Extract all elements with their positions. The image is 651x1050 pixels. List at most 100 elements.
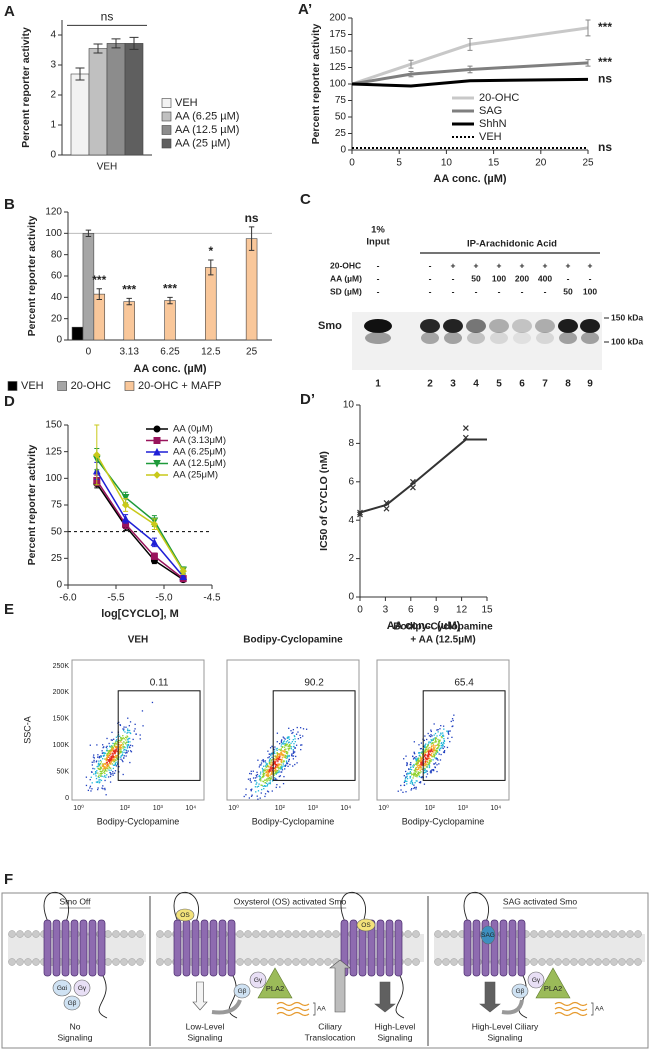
- event-dot: [118, 743, 120, 746]
- x-tick-label: 6: [408, 605, 414, 616]
- event-dot: [114, 742, 116, 744]
- plot-title: Bodipy-Cyclopamine: [393, 622, 493, 633]
- row-value: 50: [563, 286, 573, 296]
- event-dot: [439, 739, 441, 741]
- event-dot: [280, 761, 282, 763]
- event-dot: [427, 745, 429, 747]
- event-dot: [436, 764, 438, 766]
- bar: [88, 48, 108, 156]
- event-dot: [278, 763, 281, 766]
- g-beta: [63, 995, 81, 1011]
- event-dot: [435, 752, 437, 754]
- event-dot: [433, 746, 435, 748]
- row-value: -: [377, 286, 380, 296]
- blot-smear: [490, 332, 508, 344]
- marker: [121, 494, 130, 502]
- event-dot: [410, 780, 412, 783]
- event-dot: [125, 739, 127, 741]
- marker: [462, 434, 469, 441]
- y-tick-label: 80: [51, 249, 63, 260]
- event-dot: [411, 783, 414, 785]
- event-dot: [115, 761, 117, 764]
- y-axis-label: Percent reporter activity: [310, 23, 322, 144]
- event-dot: [266, 780, 268, 782]
- event-dot: [110, 755, 112, 758]
- event-dot: [104, 763, 106, 765]
- event-dot: [112, 771, 114, 773]
- event-dot: [106, 755, 109, 757]
- event-dot: [274, 769, 276, 772]
- marker: [357, 511, 363, 518]
- event-dot: [424, 749, 427, 752]
- y-tick-label: 60: [51, 271, 63, 282]
- event-dot: [111, 759, 113, 761]
- event-dot: [408, 768, 410, 771]
- event-dot: [415, 757, 417, 760]
- event-dot: [279, 766, 281, 768]
- event-dot: [106, 774, 108, 776]
- event-dot: [113, 761, 115, 763]
- event-dot: [430, 770, 432, 772]
- event-dot: [104, 770, 107, 772]
- event-dot: [115, 740, 117, 742]
- event-dot: [276, 771, 278, 773]
- blot-smear: [444, 332, 462, 344]
- curved-arrow: [211, 999, 242, 1015]
- legend-label: AA (12.5μM): [173, 458, 226, 469]
- event-dot: [114, 770, 117, 772]
- event-dot: [287, 751, 289, 753]
- event-dot: [269, 770, 271, 772]
- event-dot: [110, 746, 112, 748]
- event-dot: [101, 750, 103, 752]
- event-dot: [117, 762, 119, 764]
- x-axis-label: Bodipy-Cyclopamine: [252, 816, 335, 826]
- event-dot: [293, 745, 295, 748]
- event-dot: [267, 765, 269, 768]
- event-dot: [421, 751, 423, 753]
- event-dot: [107, 756, 109, 758]
- event-dot: [119, 744, 121, 746]
- event-dot: [434, 732, 437, 735]
- event-dot: [110, 751, 112, 753]
- event-dot: [397, 790, 399, 792]
- event-dot: [100, 756, 103, 758]
- lane-number: 6: [519, 379, 525, 390]
- event-dot: [108, 749, 110, 752]
- event-dot: [403, 758, 405, 760]
- event-dot: [109, 760, 111, 762]
- smo-helix: [191, 919, 200, 977]
- event-dot: [425, 770, 428, 772]
- marker: [357, 509, 363, 516]
- event-dot: [427, 759, 429, 761]
- lipid-head: [434, 930, 442, 938]
- event-dot: [121, 754, 124, 756]
- event-dot: [295, 733, 298, 735]
- y-tick-label: 0: [56, 335, 62, 346]
- event-dot: [108, 752, 111, 755]
- event-dot: [431, 742, 433, 745]
- event-dot: [121, 753, 124, 755]
- marker: [153, 437, 161, 444]
- event-dot: [424, 735, 426, 737]
- event-dot: [415, 773, 417, 776]
- lipid-head: [128, 958, 136, 966]
- event-dot: [419, 769, 421, 771]
- event-dot: [263, 770, 265, 772]
- event-dot: [434, 739, 437, 741]
- event-dot: [122, 729, 125, 732]
- event-dot: [430, 730, 432, 733]
- event-dot: [283, 760, 285, 762]
- event-dot: [291, 740, 294, 743]
- event-dot: [428, 766, 431, 769]
- event-dot: [281, 769, 284, 771]
- x-tick-label: 10²: [275, 805, 286, 812]
- event-dot: [108, 754, 111, 756]
- x-tick-label: VEH: [97, 162, 118, 173]
- event-dot: [109, 758, 111, 761]
- event-dot: [270, 770, 272, 772]
- event-dot: [411, 781, 414, 784]
- aa-chain: [276, 1001, 310, 1007]
- event-dot: [424, 770, 426, 772]
- event-dot: [89, 779, 91, 781]
- event-dot: [452, 719, 454, 722]
